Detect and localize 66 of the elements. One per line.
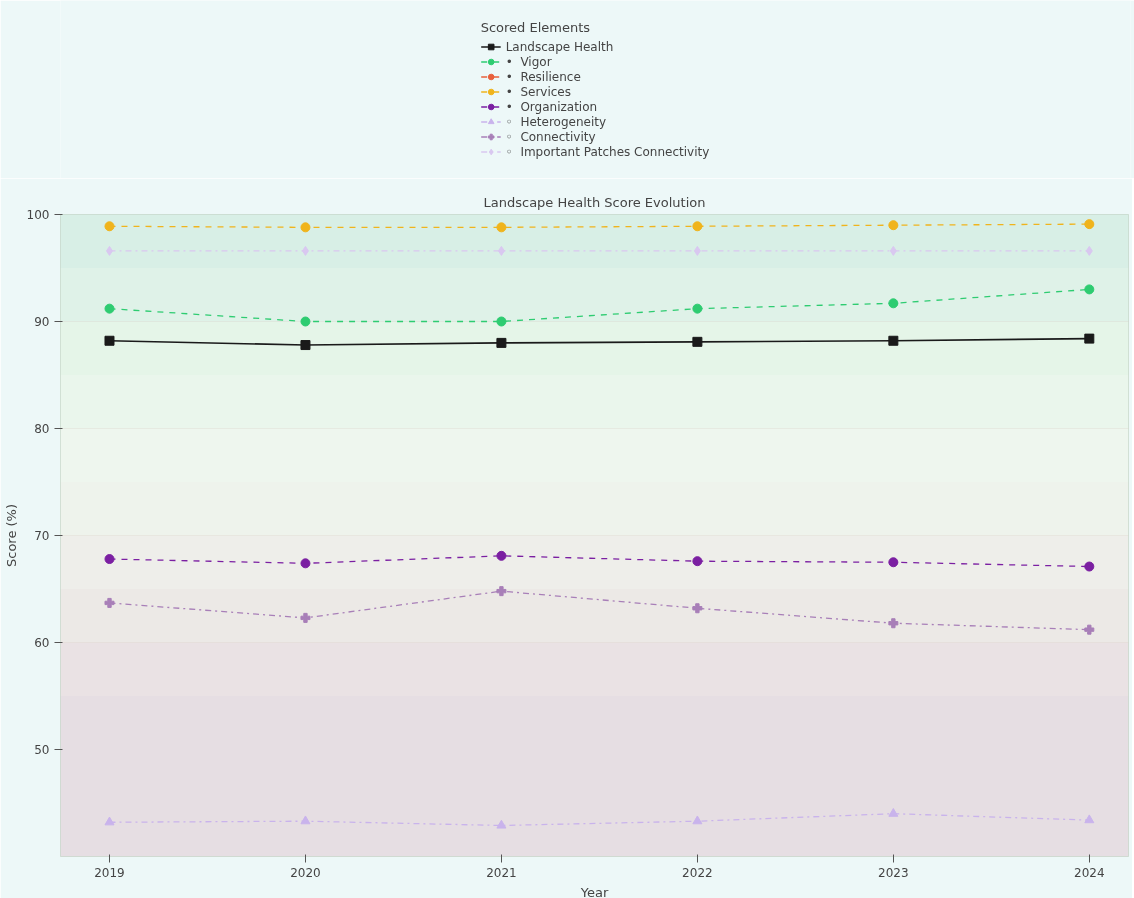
chart-title: Landscape Health Score Evolution (483, 194, 706, 210)
x-axis-title: Year (579, 884, 609, 898)
point (104, 816, 115, 826)
legend-label: • Organization (505, 99, 598, 114)
x-tick-label: 2021 (486, 865, 517, 880)
point (300, 815, 311, 825)
point (300, 340, 311, 351)
point (300, 558, 311, 569)
point (1084, 561, 1095, 572)
y-tick-label: 100 (26, 208, 50, 222)
point (496, 586, 507, 597)
point (1084, 624, 1095, 635)
point (888, 557, 899, 568)
point (300, 222, 311, 233)
y-tick-label: 50 (34, 743, 50, 757)
y-tick-label: 90 (34, 315, 50, 329)
point (104, 221, 115, 232)
legend-label: ◦ Important Patches Connectivity (505, 144, 710, 159)
x-tick-label: 2023 (878, 865, 909, 880)
point (692, 603, 703, 614)
point (693, 245, 701, 256)
point (1084, 284, 1095, 295)
x-tick-label: 2022 (682, 865, 713, 880)
point (105, 245, 113, 256)
legend-title: Scored Elements (480, 19, 592, 35)
point (496, 337, 507, 348)
point (692, 336, 703, 347)
point (692, 221, 703, 232)
point (497, 245, 505, 256)
point (888, 298, 899, 309)
point (1084, 333, 1095, 344)
point (692, 303, 703, 314)
point (888, 335, 899, 346)
point (888, 808, 899, 817)
point (888, 618, 899, 629)
y-tick-label: 60 (34, 636, 50, 650)
legend-label: • Vigor (505, 54, 552, 69)
x-tick-label: 2019 (94, 865, 125, 880)
y-tick-label: 70 (34, 529, 50, 543)
point (692, 815, 703, 825)
y-axis-title: Score (%) (3, 503, 19, 568)
y-tick-label: 80 (34, 422, 50, 436)
point (300, 316, 311, 327)
legend-label: ◦ Connectivity (505, 129, 596, 144)
point (104, 597, 115, 608)
legend-label: Landscape Health (505, 39, 614, 54)
point (1084, 814, 1095, 824)
legend-label: ◦ Heterogeneity (505, 114, 607, 129)
point (496, 819, 507, 829)
point (104, 335, 115, 346)
point (692, 556, 703, 567)
point (104, 554, 115, 565)
point (301, 245, 309, 256)
point (1085, 245, 1093, 256)
legend-label: • Services (505, 84, 571, 99)
legend-label: • Resilience (505, 69, 581, 84)
point (104, 303, 115, 314)
point (1084, 219, 1095, 230)
point (888, 220, 899, 231)
point (496, 550, 507, 561)
point (300, 612, 311, 623)
point (496, 316, 507, 327)
point (889, 245, 897, 256)
x-tick-label: 2020 (290, 865, 321, 880)
point (496, 222, 507, 233)
x-tick-label: 2024 (1074, 865, 1105, 880)
